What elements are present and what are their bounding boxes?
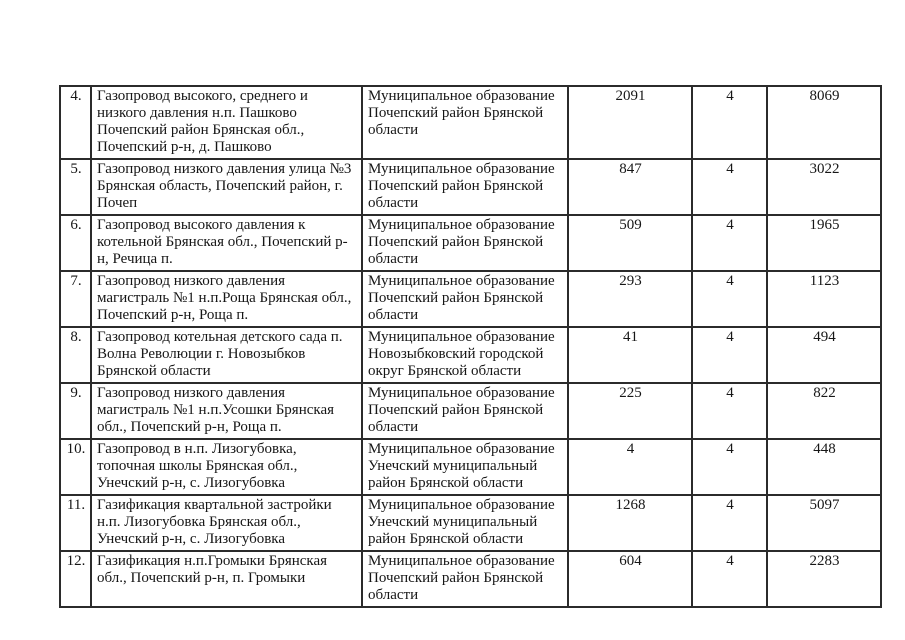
value-cell-2: 4	[691, 326, 768, 384]
value-cell-2: 4	[691, 382, 768, 440]
row-number-cell: 4.	[59, 85, 92, 160]
row-number-cell: 6.	[59, 214, 92, 272]
value-cell-2: 4	[691, 550, 768, 608]
value-cell-1: 1268	[567, 494, 693, 552]
value-cell-1: 225	[567, 382, 693, 440]
object-description-cell: Газопровод котельная детского сада п. Во…	[90, 326, 363, 384]
row-number-cell: 11.	[59, 494, 92, 552]
municipality-cell: Муниципальное образование Почепский райо…	[361, 214, 569, 272]
object-description-cell: Газопровод низкого давления магистраль №…	[90, 270, 363, 328]
value-cell-3: 1965	[766, 214, 882, 272]
municipality-cell: Муниципальное образование Почепский райо…	[361, 550, 569, 608]
row-number-cell: 5.	[59, 158, 92, 216]
table-row: 9. Газопровод низкого давления магистрал…	[59, 382, 882, 440]
object-description-cell: Газопровод высокого давления к котельной…	[90, 214, 363, 272]
table-row: 11. Газификация квартальной застройки н.…	[59, 494, 882, 552]
value-cell-3: 2283	[766, 550, 882, 608]
object-description-cell: Газопровод низкого давления магистраль №…	[90, 382, 363, 440]
value-cell-3: 1123	[766, 270, 882, 328]
value-cell-1: 847	[567, 158, 693, 216]
object-description-cell: Газопровод в н.п. Лизогубовка, топочная …	[90, 438, 363, 496]
table-row: 12. Газификация н.п.Громыки Брянская обл…	[59, 550, 882, 608]
value-cell-3: 494	[766, 326, 882, 384]
value-cell-3: 822	[766, 382, 882, 440]
value-cell-1: 41	[567, 326, 693, 384]
value-cell-3: 448	[766, 438, 882, 496]
object-description-cell: Газопровод низкого давления улица №3 Бря…	[90, 158, 363, 216]
value-cell-3: 8069	[766, 85, 882, 160]
value-cell-2: 4	[691, 438, 768, 496]
value-cell-2: 4	[691, 494, 768, 552]
municipality-cell: Муниципальное образование Новозыбковский…	[361, 326, 569, 384]
municipality-cell: Муниципальное образование Почепский райо…	[361, 382, 569, 440]
value-cell-1: 4	[567, 438, 693, 496]
table-row: 6. Газопровод высокого давления к котель…	[59, 214, 882, 272]
value-cell-1: 2091	[567, 85, 693, 160]
value-cell-2: 4	[691, 85, 768, 160]
municipality-cell: Муниципальное образование Почепский райо…	[361, 270, 569, 328]
municipality-cell: Муниципальное образование Почепский райо…	[361, 85, 569, 160]
value-cell-3: 3022	[766, 158, 882, 216]
object-description-cell: Газопровод высокого, среднего и низкого …	[90, 85, 363, 160]
table-row: 4. Газопровод высокого, среднего и низко…	[59, 85, 882, 160]
value-cell-1: 604	[567, 550, 693, 608]
value-cell-1: 293	[567, 270, 693, 328]
municipality-cell: Муниципальное образование Унечский муниц…	[361, 494, 569, 552]
municipality-cell: Муниципальное образование Почепский райо…	[361, 158, 569, 216]
table-row: 5. Газопровод низкого давления улица №3 …	[59, 158, 882, 216]
value-cell-1: 509	[567, 214, 693, 272]
value-cell-2: 4	[691, 158, 768, 216]
row-number-cell: 12.	[59, 550, 92, 608]
table-row: 8. Газопровод котельная детского сада п.…	[59, 326, 882, 384]
row-number-cell: 7.	[59, 270, 92, 328]
gas-pipeline-assets-table: 4. Газопровод высокого, среднего и низко…	[59, 85, 882, 608]
row-number-cell: 8.	[59, 326, 92, 384]
table-row: 10. Газопровод в н.п. Лизогубовка, топоч…	[59, 438, 882, 496]
value-cell-3: 5097	[766, 494, 882, 552]
object-description-cell: Газификация н.п.Громыки Брянская обл., П…	[90, 550, 363, 608]
row-number-cell: 9.	[59, 382, 92, 440]
value-cell-2: 4	[691, 214, 768, 272]
object-description-cell: Газификация квартальной застройки н.п. Л…	[90, 494, 363, 552]
municipality-cell: Муниципальное образование Унечский муниц…	[361, 438, 569, 496]
table-row: 7. Газопровод низкого давления магистрал…	[59, 270, 882, 328]
row-number-cell: 10.	[59, 438, 92, 496]
value-cell-2: 4	[691, 270, 768, 328]
